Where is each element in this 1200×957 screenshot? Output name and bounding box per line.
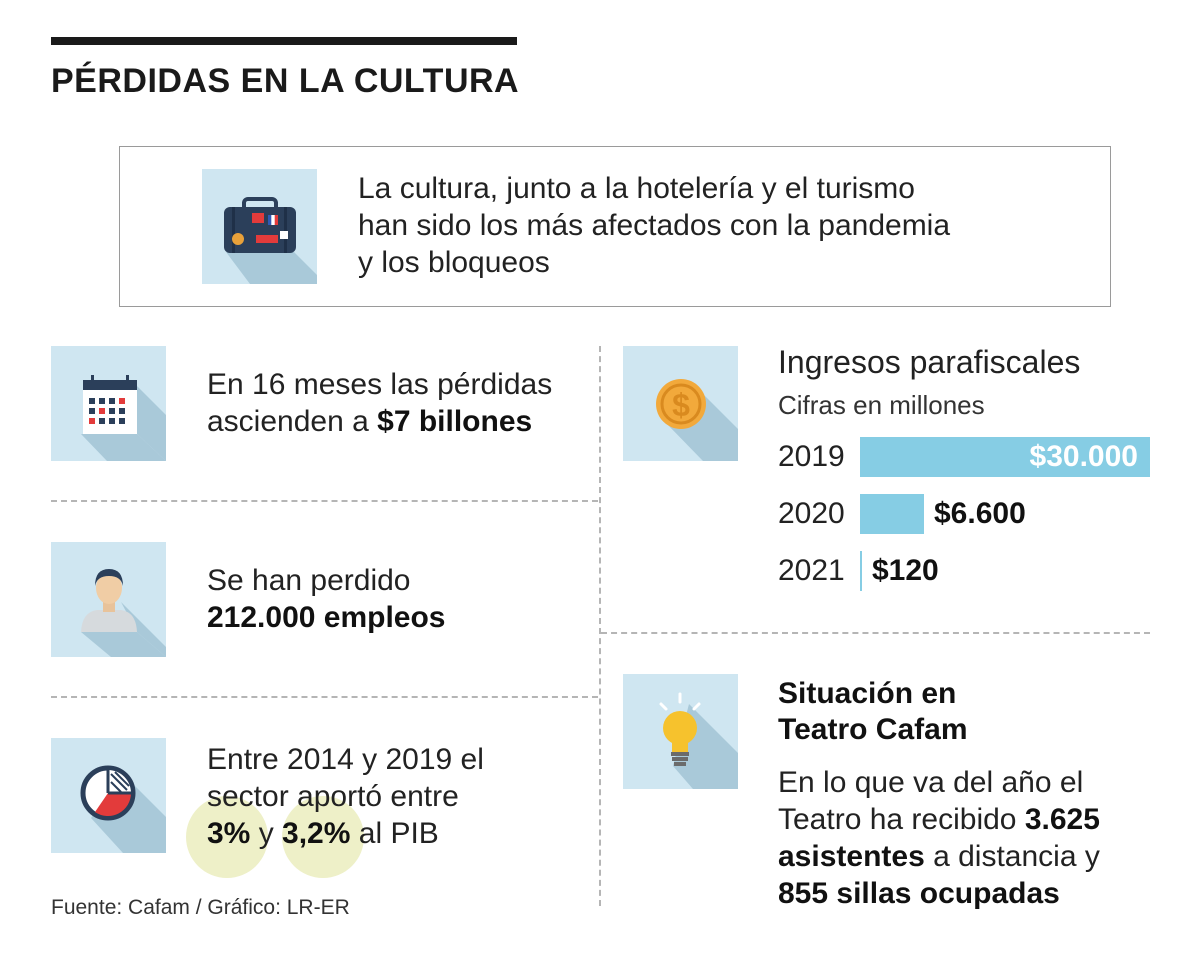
svg-text:$: $ [672,387,690,423]
losses-line-2: ascienden a $7 billones [207,403,552,440]
theatre-line-3-suffix: a distancia y [924,840,1100,873]
theatre-heading-line-1: Situación en [778,677,957,710]
chart-category-label: 2020 [778,497,845,530]
intro-line-3: y los bloqueos [358,246,550,279]
gdp-line-2: sector aportó entre [207,780,459,813]
highlight-circle-high [282,796,364,878]
intro-line-2: han sido los más afectados con la pandem… [358,209,951,242]
intro-box [119,146,1111,307]
chart-value-label: $120 [872,554,939,587]
intro-line-1: La cultura, junto a la hotelería y el tu… [358,172,915,205]
lightbulb-icon [623,674,738,789]
theatre-text: En lo que va del año el Teatro ha recibi… [778,764,1100,912]
highlight-circle-low [186,796,268,878]
gdp-text: Entre 2014 y 2019 el sector aportó entre… [207,741,484,852]
losses-amount: $7 billones [377,405,533,438]
chart-category-label: 2019 [778,440,845,473]
chart-bar [860,494,924,534]
chart-value-label: $30.000 [1029,440,1138,473]
theatre-seats: 855 sillas ocupadas [778,877,1060,910]
theatre-attendees-number: 3.625 [1024,803,1100,836]
calendar-icon [51,346,166,461]
divider-left-1 [51,500,598,502]
jobs-text: Se han perdido 212.000 empleos [207,562,446,636]
gdp-tail: al PIB [350,817,439,850]
jobs-amount: 212.000 empleos [207,601,446,634]
title-rule [51,37,517,45]
gdp-line-3: 3% y 3,2% al PIB [207,815,484,852]
chart-bar [860,551,862,591]
gdp-high: 3,2% [282,817,351,850]
theatre-line-2-prefix: Teatro ha recibido [778,803,1025,836]
theatre-attendees-word: asistentes [778,840,925,873]
jobs-line-1: Se han perdido [207,564,411,597]
chart-title: Ingresos parafiscales [778,344,1081,380]
gdp-connector: y [250,817,283,850]
losses-line-2-prefix: ascienden a [207,405,378,438]
chart-subtitle: Cifras en millones [778,390,985,420]
theatre-line-4: 855 sillas ocupadas [778,875,1100,912]
intro-text: La cultura, junto a la hotelería y el tu… [358,170,1058,281]
coin-icon: $ [623,346,738,461]
suitcase-icon [202,169,317,284]
gdp-line-1: Entre 2014 y 2019 el [207,743,484,776]
chart-bar [860,437,1150,477]
divider-right-1 [601,632,1150,634]
theatre-heading: Situación en Teatro Cafam [778,676,968,748]
person-icon [51,542,166,657]
theatre-line-1: En lo que va del año el [778,766,1084,799]
gdp-low: 3% [207,817,251,850]
theatre-line-2: Teatro ha recibido 3.625 [778,801,1100,838]
divider-left-2 [51,696,598,698]
theatre-heading-line-2: Teatro Cafam [778,713,968,746]
pie-chart-icon [51,738,166,853]
losses-line-1: En 16 meses las pérdidas [207,368,553,401]
chart-category-label: 2021 [778,554,845,587]
jobs-line-2: 212.000 empleos [207,599,446,636]
chart-value-label: $6.600 [934,497,1026,530]
losses-text: En 16 meses las pérdidas ascienden a $7 … [207,366,552,440]
theatre-line-3: asistentes a distancia y [778,838,1100,875]
column-divider [599,346,601,906]
page-title: PÉRDIDAS EN LA CULTURA [51,62,520,100]
source-note: Fuente: Cafam / Gráfico: LR-ER [51,896,350,919]
